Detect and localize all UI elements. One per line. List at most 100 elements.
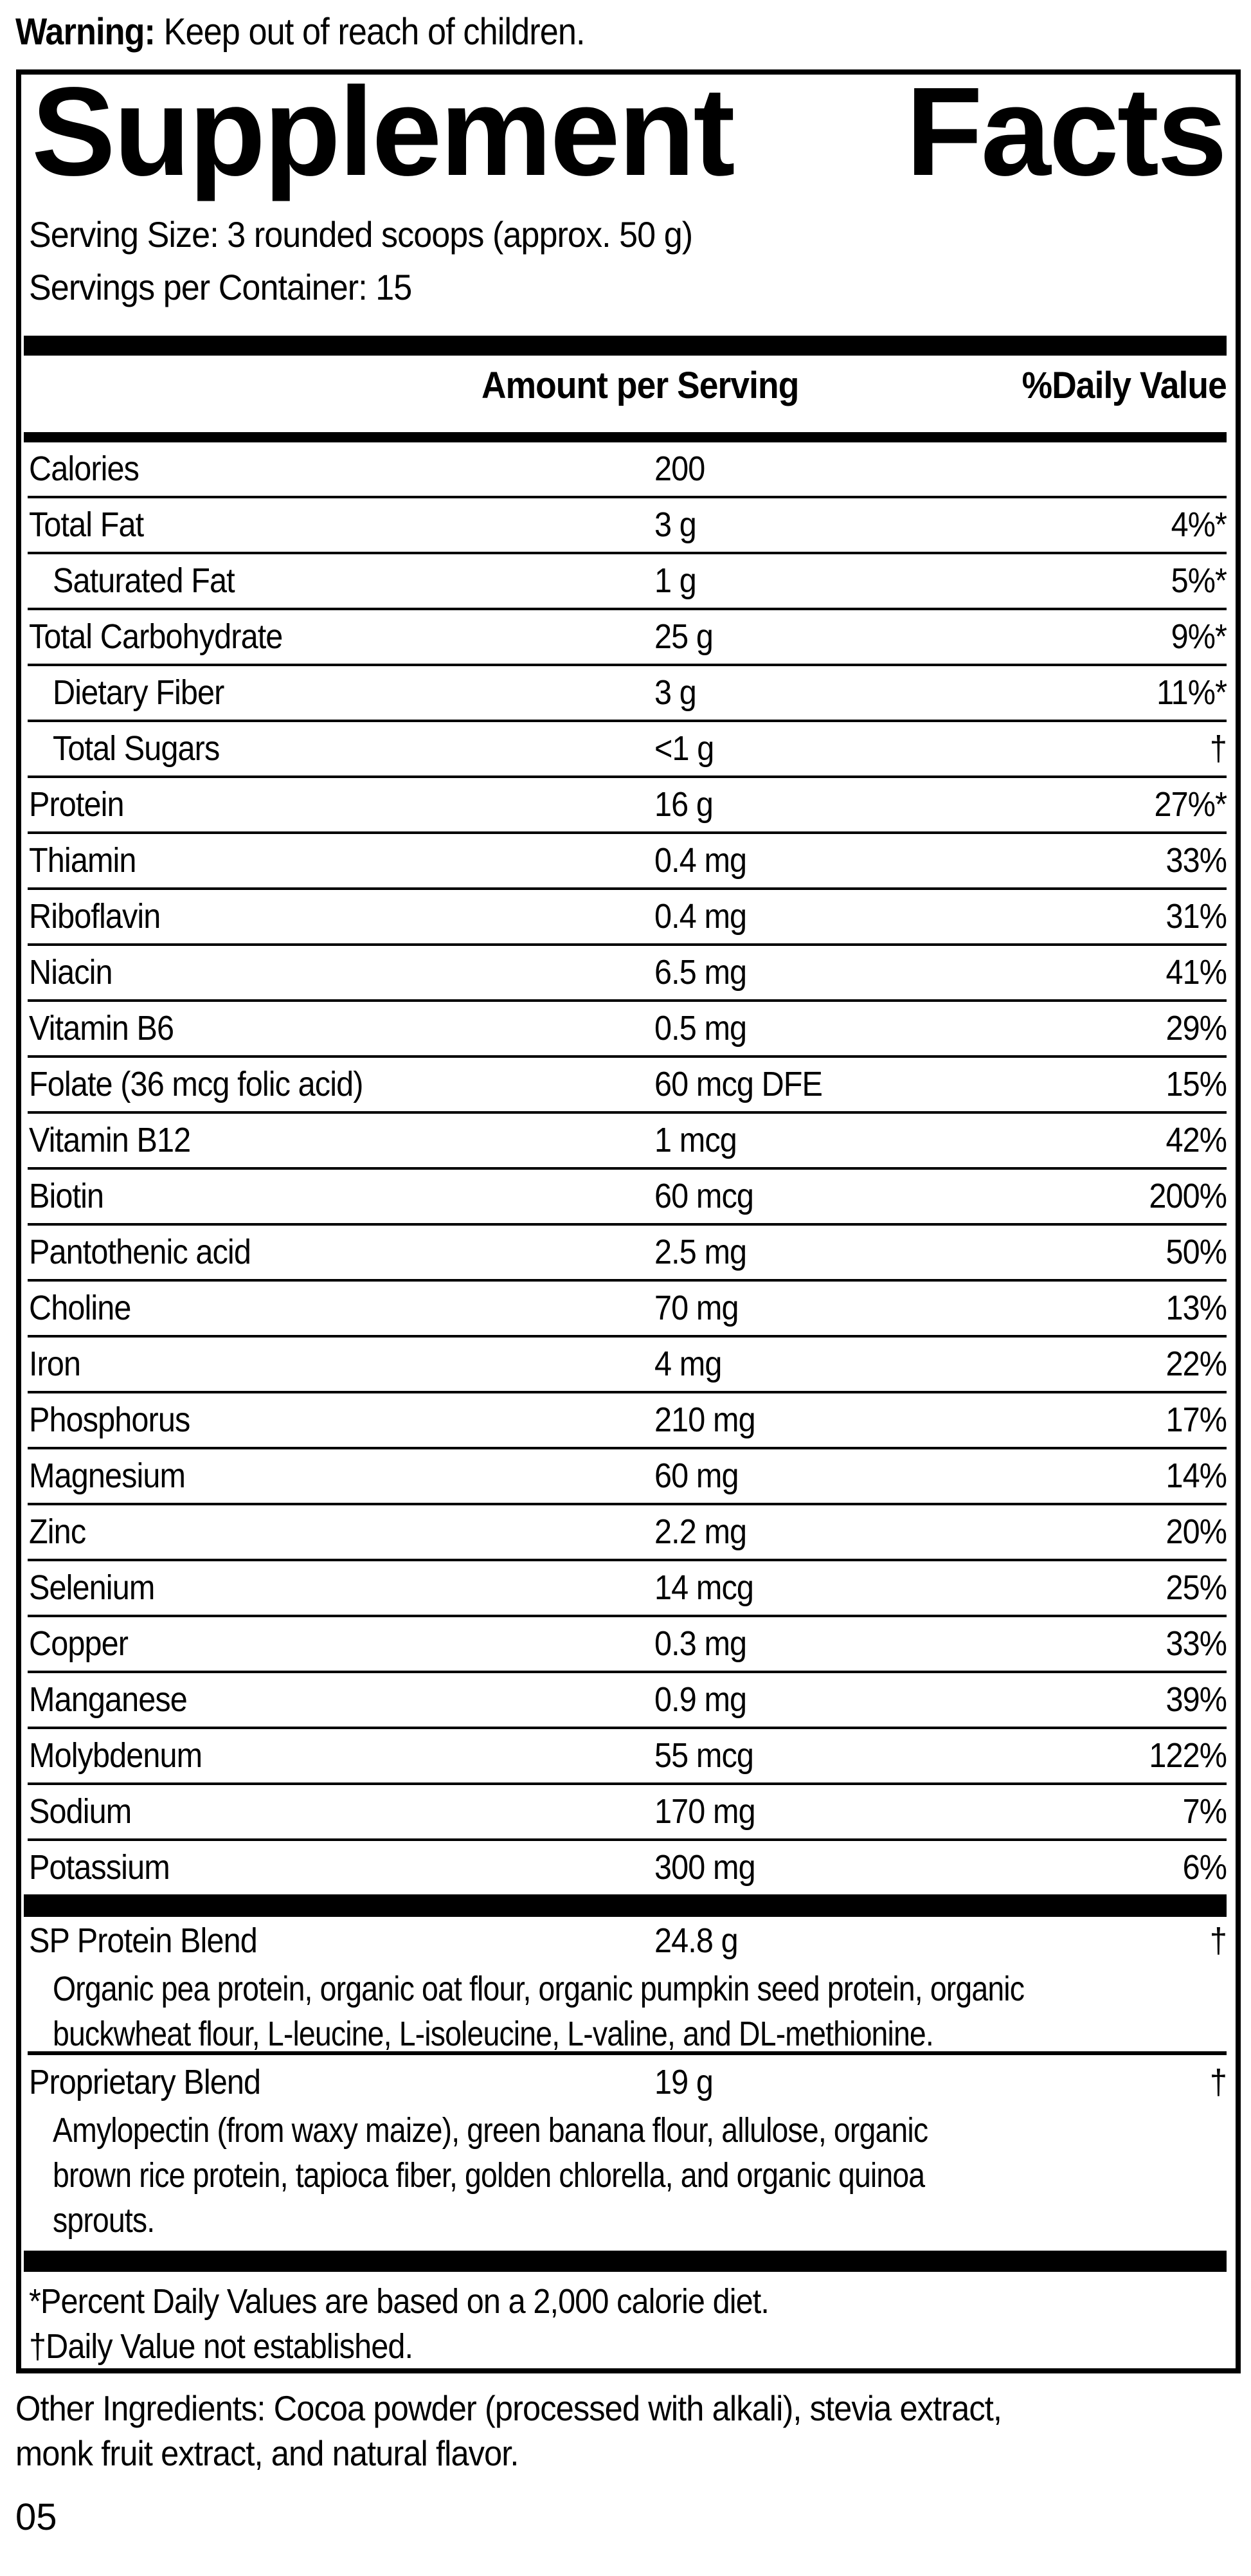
nutrient-amount: 0.9 mg <box>654 1680 747 1719</box>
nutrient-dv: 13% <box>1166 1289 1227 1327</box>
nutrient-dv: 22% <box>1166 1345 1227 1383</box>
nutrient-dv: 17% <box>1166 1401 1227 1439</box>
nutrient-amount: 4 mg <box>654 1345 722 1383</box>
nutrient-dv: † <box>1209 729 1227 768</box>
nutrient-dv: 122% <box>1149 1736 1227 1775</box>
nutrient-name: Pantothenic acid <box>29 1233 251 1271</box>
divider-bar-header <box>24 432 1227 442</box>
nutrient-name: Thiamin <box>29 841 136 880</box>
table-row: Biotin 60 mcg 200% <box>21 1170 1236 1226</box>
nutrient-name: Riboflavin <box>29 897 161 936</box>
nutrient-name: Phosphorus <box>29 1401 190 1439</box>
nutrient-name: Choline <box>29 1289 131 1327</box>
warning-body: Keep out of reach of children. <box>155 11 586 53</box>
nutrient-amount: 3 g <box>654 505 697 544</box>
blend-group: SP Protein Blend 24.8 g † Organic pea prote… <box>21 1916 1236 2056</box>
nutrient-amount: 1 g <box>654 561 697 600</box>
blend-name: SP Protein Blend <box>29 1921 258 1960</box>
nutrient-amount: 6.5 mg <box>654 953 747 992</box>
nutrient-amount: 300 mg <box>654 1848 756 1887</box>
other-ingredients: Other Ingredients: Cocoa powder (process… <box>15 2386 1087 2476</box>
nutrient-amount: 210 mg <box>654 1401 756 1439</box>
nutrient-amount: 14 mcg <box>654 1568 754 1607</box>
table-row: Molybdenum 55 mcg 122% <box>21 1729 1236 1785</box>
table-row: Vitamin B6 0.5 mg 29% <box>21 1002 1236 1058</box>
column-header-daily-value: %Daily Value <box>1022 365 1227 406</box>
nutrient-amount: 16 g <box>654 785 714 824</box>
divider-bar-footnotes <box>24 2251 1227 2272</box>
blend-description-line: sprouts. <box>53 2201 155 2240</box>
nutrient-name: Selenium <box>29 1568 155 1607</box>
nutrient-name: Potassium <box>29 1848 170 1887</box>
nutrient-dv: 14% <box>1166 1456 1227 1495</box>
nutrient-name: Folate (36 mcg folic acid) <box>29 1065 363 1103</box>
nutrient-rows: Calories 200 Total Fat 3 g 4%* Saturated Fat 1… <box>21 442 1236 1897</box>
warning-label: Warning: <box>15 11 156 53</box>
divider-bar-blends <box>24 1894 1227 1917</box>
nutrient-dv: 6% <box>1182 1848 1227 1887</box>
nutrient-amount: 200 <box>654 449 705 488</box>
nutrient-name: Total Fat <box>29 505 144 544</box>
table-row: Folate (36 mcg folic acid) 60 mcg DFE 15% <box>21 1058 1236 1114</box>
nutrient-dv: 29% <box>1166 1009 1227 1048</box>
nutrient-dv: 200% <box>1149 1177 1227 1215</box>
footnote-line: †Daily Value not established. <box>29 2327 413 2366</box>
table-row: Selenium 14 mcg 25% <box>21 1561 1236 1617</box>
nutrient-name: Manganese <box>29 1680 188 1719</box>
nutrient-dv: 41% <box>1166 953 1227 992</box>
nutrient-amount: 25 g <box>654 617 714 656</box>
nutrient-amount: 1 mcg <box>654 1121 737 1159</box>
table-row: Zinc 2.2 mg 20% <box>21 1505 1236 1561</box>
divider-bar-top <box>24 336 1227 356</box>
column-header-amount: Amount per Serving <box>482 365 799 406</box>
nutrient-amount: 60 mg <box>654 1456 739 1495</box>
table-row: Copper 0.3 mg 33% <box>21 1617 1236 1673</box>
table-row: Sodium 170 mg 7% <box>21 1785 1236 1841</box>
nutrient-amount: <1 g <box>654 729 714 768</box>
nutrient-dv: 27%* <box>1154 785 1227 824</box>
nutrient-dv: 31% <box>1166 897 1227 936</box>
nutrient-name: Biotin <box>29 1177 104 1215</box>
nutrient-dv: 15% <box>1166 1065 1227 1103</box>
table-row: Protein 16 g 27%* <box>21 778 1236 834</box>
servings-per-container: Servings per Container: 15 <box>29 267 412 307</box>
footnote-line: *Percent Daily Values are based on a 2,0… <box>29 2282 770 2321</box>
supplement-facts-panel: Supplement Facts Serving Size: 3 rounded… <box>16 69 1241 2373</box>
nutrient-dv: 50% <box>1166 1233 1227 1271</box>
blend-dv: † <box>1209 2063 1227 2101</box>
nutrient-name: Dietary Fiber <box>53 673 224 712</box>
table-row: Iron 4 mg 22% <box>21 1338 1236 1393</box>
nutrient-name: Iron <box>29 1345 81 1383</box>
table-row: Calories 200 <box>21 442 1236 498</box>
nutrient-name: Molybdenum <box>29 1736 203 1775</box>
blend-amount: 24.8 g <box>654 1921 739 1960</box>
nutrient-amount: 2.2 mg <box>654 1512 747 1551</box>
title-word-supplement: Supplement <box>32 61 735 202</box>
nutrient-name: Vitamin B6 <box>29 1009 174 1048</box>
nutrient-amount: 70 mg <box>654 1289 739 1327</box>
table-row: Choline 70 mg 13% <box>21 1282 1236 1338</box>
nutrient-dv: 5%* <box>1171 561 1227 600</box>
table-row: Magnesium 60 mg 14% <box>21 1449 1236 1505</box>
footnotes: *Percent Daily Values are based on a 2,0… <box>29 2279 1228 2369</box>
blend-row: SP Protein Blend 24.8 g † <box>21 1916 1236 1965</box>
serving-size: Serving Size: 3 rounded scoops (approx. … <box>29 214 693 255</box>
nutrient-amount: 55 mcg <box>654 1736 754 1775</box>
table-row: Thiamin 0.4 mg 33% <box>21 834 1236 890</box>
nutrient-name: Copper <box>29 1624 129 1663</box>
blend-description-line: Amylopectin (from waxy maize), green ban… <box>53 2111 928 2150</box>
table-row: Niacin 6.5 mg 41% <box>21 946 1236 1002</box>
nutrient-dv: 9%* <box>1171 617 1227 656</box>
table-row: Potassium 300 mg 6% <box>21 1841 1236 1897</box>
nutrient-name: Total Sugars <box>53 729 220 768</box>
blend-description: Organic pea protein, organic oat flour, … <box>53 1966 1216 2056</box>
nutrient-name: Zinc <box>29 1512 86 1551</box>
nutrient-amount: 0.5 mg <box>654 1009 747 1048</box>
nutrient-amount: 0.3 mg <box>654 1624 747 1663</box>
nutrient-name: Vitamin B12 <box>29 1121 191 1159</box>
nutrient-amount: 0.4 mg <box>654 841 747 880</box>
blend-group: Proprietary Blend 19 g † Amylopectin (from … <box>21 2058 1236 2243</box>
nutrient-dv: 33% <box>1166 1624 1227 1663</box>
table-row: Total Sugars <1 g † <box>21 722 1236 778</box>
